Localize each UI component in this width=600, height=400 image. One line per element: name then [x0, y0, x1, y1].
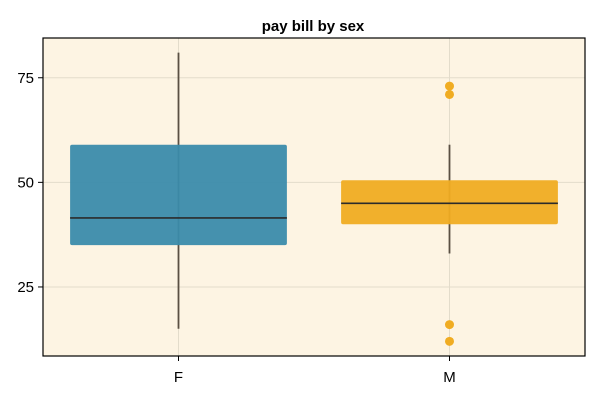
- chart-title: pay bill by sex: [262, 18, 365, 35]
- outlier-point: [445, 81, 454, 91]
- box-m: [341, 81, 558, 346]
- y-tick-label: 75: [17, 70, 34, 87]
- outlier-point: [445, 320, 454, 330]
- axes: 25 50 75 F M: [17, 70, 455, 386]
- y-tick-label: 25: [17, 279, 34, 296]
- x-tick-label: F: [174, 369, 183, 386]
- boxes: [70, 52, 558, 346]
- box-f: [70, 52, 287, 329]
- outlier-point: [445, 336, 454, 346]
- plot-frame: [42, 37, 586, 357]
- x-tick-label: M: [443, 369, 456, 386]
- y-tick-label: 50: [17, 174, 34, 191]
- box-iqr: [341, 180, 558, 225]
- box-iqr: [70, 144, 287, 246]
- outlier-point: [445, 89, 454, 99]
